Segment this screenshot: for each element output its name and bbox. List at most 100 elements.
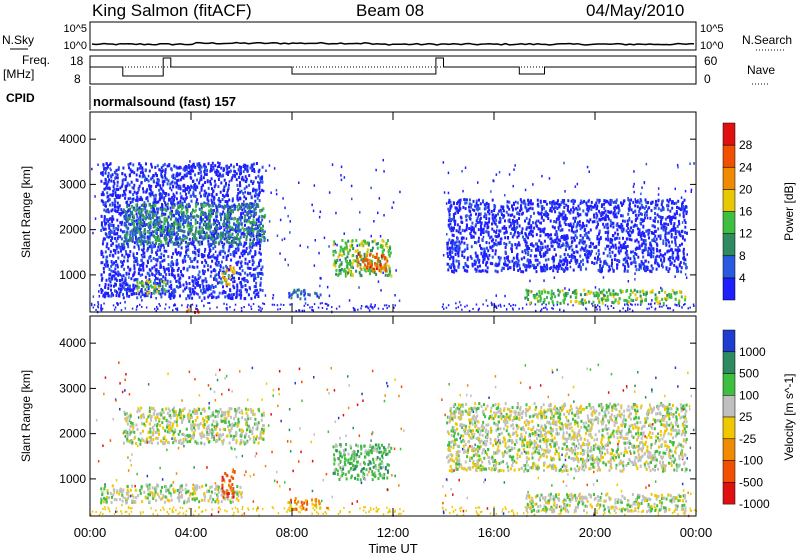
echo-cell — [652, 232, 655, 235]
echo-cell — [146, 230, 149, 234]
echo-cell — [613, 258, 616, 262]
echo-dot — [495, 307, 498, 309]
echo-cell — [110, 179, 113, 183]
echo-cell — [135, 173, 138, 177]
echo-cell — [562, 258, 565, 262]
date-label: 04/May/2010 — [586, 1, 684, 20]
echo-cell — [210, 285, 212, 289]
echo-cell — [237, 248, 240, 252]
echo-cell — [378, 269, 381, 273]
echo-cell — [347, 271, 349, 275]
echo-dot — [307, 303, 309, 306]
echo-cell — [116, 245, 119, 249]
echo-cell — [198, 242, 201, 246]
echo-cell — [238, 237, 241, 241]
echo-cell — [174, 250, 177, 254]
echo-cell — [232, 165, 235, 169]
echo-cell — [171, 266, 174, 270]
echo-cell — [447, 219, 450, 223]
echo-cell — [239, 296, 242, 300]
echo-cell — [454, 253, 457, 256]
echo-cell — [621, 214, 624, 218]
echo-cell — [149, 280, 152, 284]
echo-cell — [215, 228, 217, 232]
echo-cell — [221, 205, 224, 209]
echo-cell — [638, 201, 641, 205]
echo-cell — [104, 232, 107, 236]
echo-cell — [224, 278, 226, 282]
echo-cell — [559, 264, 562, 268]
echo-cell — [110, 239, 113, 242]
echo-cell — [187, 228, 190, 231]
echo-dot — [398, 299, 401, 302]
echo-cell — [376, 262, 379, 266]
echo-cell — [240, 223, 243, 226]
echo-cell — [112, 189, 115, 193]
echo-cell — [318, 296, 320, 299]
echo-cell — [192, 250, 194, 254]
echo-cell — [630, 226, 633, 230]
echo-cell — [251, 165, 254, 169]
echo-cell — [109, 250, 112, 254]
echo-dot — [109, 167, 111, 170]
echo-cell — [240, 285, 243, 289]
echo-cell — [249, 272, 252, 276]
echo-cell — [244, 271, 247, 275]
echo-cell — [110, 284, 113, 288]
echo-cell — [124, 218, 127, 222]
echo-cell — [163, 179, 166, 183]
echo-dot — [264, 294, 267, 297]
echo-cell — [529, 259, 532, 262]
echo-cell — [675, 235, 678, 239]
echo-cell — [200, 208, 203, 212]
echo-cell — [157, 178, 160, 182]
echo-cell — [240, 204, 243, 208]
echo-dot — [109, 228, 112, 232]
echo-cell — [555, 230, 558, 234]
echo-cell — [233, 269, 236, 273]
echo-cell — [254, 293, 257, 297]
echo-cell — [607, 215, 609, 218]
echo-cell — [550, 266, 553, 270]
echo-cell — [658, 215, 660, 219]
echo-dot — [672, 309, 675, 312]
echo-cell — [261, 188, 264, 192]
echo-cell — [630, 250, 633, 254]
echo-cell — [149, 234, 152, 238]
echo-cell — [258, 193, 260, 197]
echo-cell — [640, 199, 643, 203]
echo-cell — [490, 246, 493, 250]
echo-dot — [100, 304, 102, 307]
echo-cell — [448, 265, 451, 269]
echo-cell — [202, 204, 205, 208]
echo-cell — [517, 260, 520, 264]
echo-dot — [488, 241, 490, 245]
echo-cell — [100, 171, 103, 175]
echo-cell — [181, 216, 184, 220]
echo-cell — [488, 217, 491, 221]
echo-cell — [129, 212, 132, 216]
echo-cell — [139, 295, 142, 299]
echo-dot — [335, 307, 338, 310]
echo-cell — [667, 238, 669, 242]
echo-cell — [335, 261, 338, 265]
echo-cell — [240, 283, 243, 287]
echo-cell — [627, 256, 630, 260]
echo-cell — [124, 210, 127, 214]
echo-cell — [351, 239, 354, 243]
echo-cell — [118, 291, 121, 295]
echo-cell — [522, 270, 525, 274]
echo-cell — [175, 279, 178, 283]
echo-cell — [536, 258, 539, 262]
echo-cell — [235, 172, 238, 176]
echo-cell — [197, 273, 200, 277]
echo-dot — [602, 276, 605, 279]
echo-cell — [253, 162, 256, 166]
echo-cell — [165, 192, 168, 195]
echo-dot — [326, 285, 329, 289]
echo-cell — [188, 224, 191, 228]
echo-cell — [232, 251, 235, 254]
echo-cell — [454, 211, 457, 215]
echo-cell — [239, 169, 242, 172]
echo-cell — [121, 284, 124, 288]
